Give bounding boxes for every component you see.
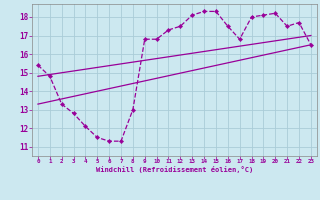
X-axis label: Windchill (Refroidissement éolien,°C): Windchill (Refroidissement éolien,°C) xyxy=(96,166,253,173)
